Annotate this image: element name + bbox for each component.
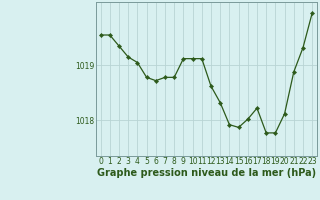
- X-axis label: Graphe pression niveau de la mer (hPa): Graphe pression niveau de la mer (hPa): [97, 168, 316, 178]
